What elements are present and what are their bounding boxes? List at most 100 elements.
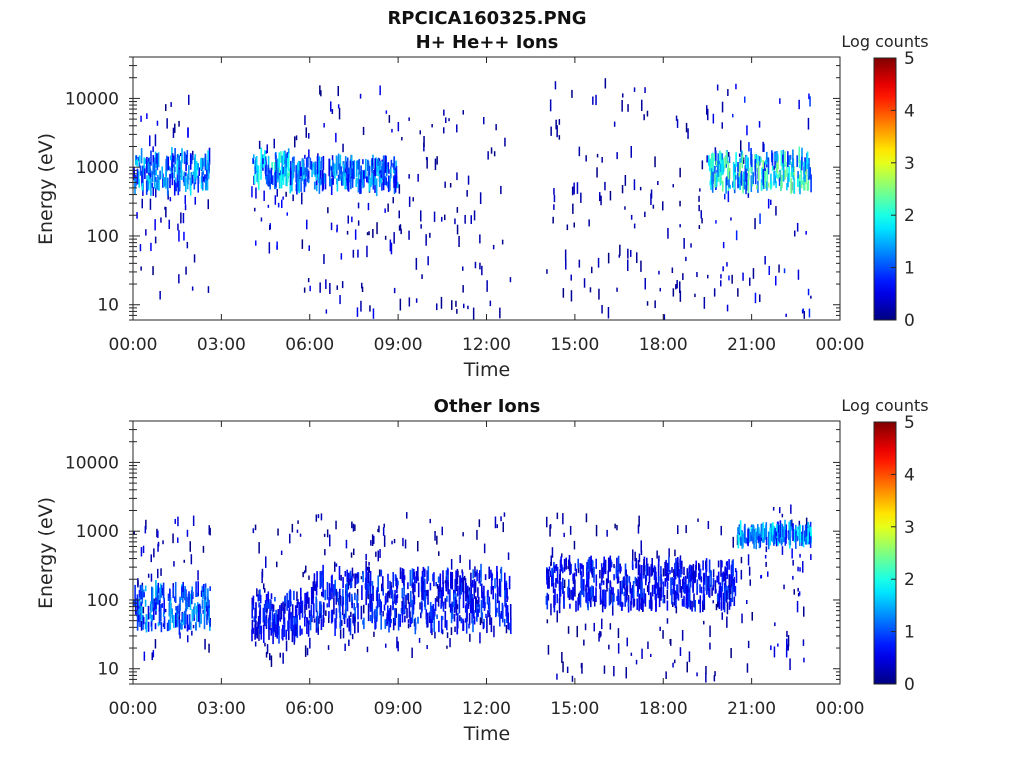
- data-cell: [479, 580, 482, 587]
- data-cell: [174, 123, 176, 133]
- data-cell: [195, 161, 198, 178]
- data-cell: [139, 612, 141, 627]
- data-cell: [641, 99, 643, 111]
- data-cell: [289, 179, 292, 194]
- x-tick-label: 00:00: [109, 699, 158, 719]
- data-cell: [610, 589, 612, 595]
- data-cell: [778, 171, 781, 178]
- data-cell: [304, 115, 306, 125]
- data-cell: [688, 567, 691, 574]
- data-cell: [293, 624, 296, 642]
- data-cell: [172, 586, 174, 599]
- data-cell: [653, 584, 656, 594]
- data-cell: [302, 572, 304, 578]
- data-cell: [176, 154, 179, 159]
- data-cell: [746, 663, 749, 673]
- data-cell: [379, 599, 382, 616]
- data-cell: [140, 591, 143, 600]
- data-cell: [710, 153, 713, 166]
- data-cell: [357, 160, 359, 170]
- data-cell: [790, 504, 792, 514]
- data-cell: [411, 647, 413, 658]
- data-cell: [152, 146, 154, 153]
- data-cell: [342, 588, 344, 602]
- data-cell: [554, 588, 556, 606]
- data-cell: [152, 266, 154, 276]
- data-cell: [683, 238, 685, 249]
- data-cell: [799, 567, 801, 572]
- data-cell: [312, 162, 315, 168]
- data-cell: [727, 89, 729, 96]
- data-cell: [327, 207, 329, 214]
- data-cell: [743, 532, 745, 542]
- data-cell: [309, 157, 312, 170]
- data-cell: [757, 524, 759, 537]
- data-cell: [787, 173, 789, 188]
- data-cell: [174, 177, 177, 184]
- data-cell: [297, 520, 299, 524]
- data-cell: [183, 231, 185, 241]
- data-cell: [456, 616, 459, 634]
- data-cell: [440, 615, 443, 634]
- data-cell: [609, 580, 611, 588]
- data-cell: [267, 602, 270, 609]
- data-cell: [716, 593, 719, 602]
- data-cell: [330, 101, 332, 112]
- data-cell: [676, 119, 679, 128]
- data-cell: [712, 152, 714, 159]
- data-cell: [720, 559, 722, 577]
- data-cell: [187, 127, 189, 138]
- data-cell: [381, 163, 384, 179]
- data-cell: [752, 172, 754, 184]
- data-cell: [380, 169, 383, 183]
- data-cell: [159, 170, 161, 180]
- data-cell: [291, 604, 294, 618]
- data-cell: [381, 182, 383, 191]
- data-cell: [589, 287, 592, 293]
- data-cell: [287, 158, 289, 167]
- data-cell: [329, 283, 331, 294]
- data-cell: [788, 166, 790, 183]
- data-cell: [737, 178, 740, 184]
- data-cell: [338, 566, 341, 581]
- data-cell: [722, 592, 725, 610]
- data-cell: [415, 298, 418, 303]
- data-cell: [666, 581, 669, 590]
- data-cell: [351, 576, 353, 582]
- data-cell: [718, 590, 720, 607]
- data-cell: [433, 572, 435, 587]
- data-cell: [336, 597, 339, 602]
- data-cell: [349, 581, 352, 589]
- data-cell: [602, 589, 604, 602]
- data-cell: [154, 157, 156, 163]
- data-cell: [688, 651, 691, 663]
- data-cell: [761, 174, 764, 181]
- data-cell: [320, 157, 323, 169]
- data-cell: [422, 571, 425, 583]
- data-cell: [679, 224, 681, 228]
- data-cell: [155, 602, 157, 610]
- data-cell: [380, 601, 382, 613]
- data-cell: [549, 524, 552, 529]
- data-cell: [384, 208, 386, 213]
- data-cell: [790, 172, 793, 178]
- data-cell: [553, 194, 556, 203]
- data-cell: [255, 240, 257, 246]
- data-cell: [783, 526, 785, 537]
- data-cell: [209, 586, 211, 591]
- data-cell: [408, 117, 410, 121]
- data-cell: [346, 569, 348, 582]
- data-cell: [365, 553, 367, 561]
- data-cell: [387, 591, 389, 603]
- data-cell: [489, 615, 491, 625]
- data-cell: [272, 604, 275, 612]
- data-cell: [263, 617, 266, 627]
- data-cell: [252, 627, 255, 634]
- data-cell: [556, 673, 558, 680]
- data-cell: [191, 286, 194, 291]
- data-cell: [390, 159, 393, 167]
- data-cell: [546, 592, 549, 610]
- data-cell: [724, 587, 726, 602]
- data-cell: [193, 254, 196, 263]
- data-cell: [754, 218, 756, 230]
